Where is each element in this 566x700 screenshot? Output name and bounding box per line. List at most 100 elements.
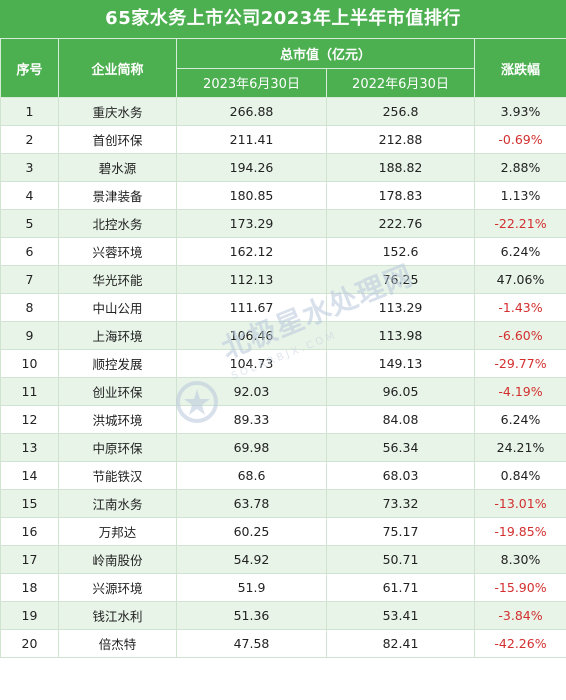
cell-value-2022: 56.34: [325, 433, 476, 462]
cell-change: -3.84%: [474, 601, 566, 630]
cell-rank: 14: [0, 461, 59, 490]
table-row: 4 景津装备 180.85 178.83 1.13%: [0, 181, 566, 210]
cell-change: -29.77%: [474, 349, 566, 378]
cell-company: 华光环能: [58, 265, 177, 294]
cell-value-2022: 50.71: [325, 545, 476, 574]
cell-change: 8.30%: [474, 545, 566, 574]
cell-value-2022: 149.13: [325, 349, 476, 378]
cell-value-2023: 63.78: [176, 489, 327, 518]
header-company: 企业简称: [58, 38, 177, 98]
cell-change: 24.21%: [474, 433, 566, 462]
cell-rank: 12: [0, 405, 59, 434]
header-rank: 序号: [0, 38, 59, 98]
cell-rank: 2: [0, 125, 59, 154]
cell-change: -13.01%: [474, 489, 566, 518]
cell-rank: 7: [0, 265, 59, 294]
cell-value-2022: 96.05: [325, 377, 476, 406]
cell-value-2023: 92.03: [176, 377, 327, 406]
cell-rank: 4: [0, 181, 59, 210]
cell-rank: 17: [0, 545, 59, 574]
header-date-2023: 2023年6月30日: [176, 67, 327, 98]
cell-company: 景津装备: [58, 181, 177, 210]
cell-company: 万邦达: [58, 517, 177, 546]
cell-change: 2.88%: [474, 153, 566, 182]
cell-company: 岭南股份: [58, 545, 177, 574]
cell-value-2022: 53.41: [325, 601, 476, 630]
cell-value-2022: 152.6: [325, 237, 476, 266]
cell-value-2022: 256.8: [325, 97, 476, 126]
table-row: 18 兴源环境 51.9 61.71 -15.90%: [0, 573, 566, 602]
cell-company: 钱江水利: [58, 601, 177, 630]
cell-value-2023: 211.41: [176, 125, 327, 154]
table-row: 8 中山公用 111.67 113.29 -1.43%: [0, 293, 566, 322]
cell-company: 北控水务: [58, 209, 177, 238]
cell-value-2023: 173.29: [176, 209, 327, 238]
cell-value-2023: 51.36: [176, 601, 327, 630]
cell-change: 6.24%: [474, 237, 566, 266]
cell-value-2023: 194.26: [176, 153, 327, 182]
cell-value-2023: 51.9: [176, 573, 327, 602]
cell-rank: 11: [0, 377, 59, 406]
cell-value-2023: 104.73: [176, 349, 327, 378]
cell-value-2023: 162.12: [176, 237, 327, 266]
cell-company: 重庆水务: [58, 97, 177, 126]
cell-company: 顺控发展: [58, 349, 177, 378]
cell-value-2023: 47.58: [176, 629, 327, 658]
cell-change: -42.26%: [474, 629, 566, 658]
cell-company: 中原环保: [58, 433, 177, 462]
table-row: 17 岭南股份 54.92 50.71 8.30%: [0, 545, 566, 574]
table-row: 6 兴蓉环境 162.12 152.6 6.24%: [0, 237, 566, 266]
cell-value-2023: 266.88: [176, 97, 327, 126]
cell-rank: 20: [0, 629, 59, 658]
cell-change: -6.60%: [474, 321, 566, 350]
table-row: 3 碧水源 194.26 188.82 2.88%: [0, 153, 566, 182]
cell-rank: 3: [0, 153, 59, 182]
cell-value-2023: 111.67: [176, 293, 327, 322]
cell-value-2023: 69.98: [176, 433, 327, 462]
table-row: 19 钱江水利 51.36 53.41 -3.84%: [0, 601, 566, 630]
cell-value-2022: 73.32: [325, 489, 476, 518]
cell-company: 创业环保: [58, 377, 177, 406]
cell-value-2023: 106.46: [176, 321, 327, 350]
cell-rank: 5: [0, 209, 59, 238]
cell-company: 上海环境: [58, 321, 177, 350]
cell-change: -0.69%: [474, 125, 566, 154]
cell-rank: 6: [0, 237, 59, 266]
cell-rank: 1: [0, 97, 59, 126]
cell-change: 47.06%: [474, 265, 566, 294]
table-row: 2 首创环保 211.41 212.88 -0.69%: [0, 125, 566, 154]
table-row: 15 江南水务 63.78 73.32 -13.01%: [0, 489, 566, 518]
header-market-cap: 总市值（亿元）: [175, 38, 476, 69]
table-row: 16 万邦达 60.25 75.17 -19.85%: [0, 517, 566, 546]
cell-value-2022: 178.83: [325, 181, 476, 210]
cell-value-2022: 222.76: [325, 209, 476, 238]
cell-value-2022: 61.71: [325, 573, 476, 602]
cell-change: 3.93%: [474, 97, 566, 126]
cell-value-2022: 113.29: [325, 293, 476, 322]
cell-company: 洪城环境: [58, 405, 177, 434]
table-row: 13 中原环保 69.98 56.34 24.21%: [0, 433, 566, 462]
cell-value-2023: 180.85: [176, 181, 327, 210]
cell-value-2023: 54.92: [176, 545, 327, 574]
header-change: 涨跌幅: [474, 38, 566, 98]
cell-value-2023: 112.13: [176, 265, 327, 294]
cell-rank: 8: [0, 293, 59, 322]
cell-company: 中山公用: [58, 293, 177, 322]
table-row: 7 华光环能 112.13 76.25 47.06%: [0, 265, 566, 294]
cell-company: 节能铁汉: [58, 461, 177, 490]
cell-value-2022: 84.08: [325, 405, 476, 434]
cell-change: -4.19%: [474, 377, 566, 406]
table-row: 10 顺控发展 104.73 149.13 -29.77%: [0, 349, 566, 378]
cell-value-2023: 68.6: [176, 461, 327, 490]
cell-value-2022: 68.03: [325, 461, 476, 490]
cell-company: 兴源环境: [58, 573, 177, 602]
cell-company: 兴蓉环境: [58, 237, 177, 266]
table-row: 5 北控水务 173.29 222.76 -22.21%: [0, 209, 566, 238]
cell-company: 首创环保: [58, 125, 177, 154]
cell-rank: 10: [0, 349, 59, 378]
table-row: 14 节能铁汉 68.6 68.03 0.84%: [0, 461, 566, 490]
cell-change: -15.90%: [474, 573, 566, 602]
cell-change: 0.84%: [474, 461, 566, 490]
cell-change: -19.85%: [474, 517, 566, 546]
cell-value-2023: 60.25: [176, 517, 327, 546]
